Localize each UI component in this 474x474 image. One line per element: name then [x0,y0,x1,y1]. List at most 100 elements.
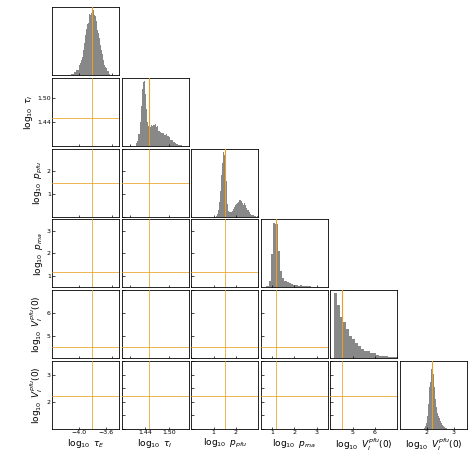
Bar [155,124,156,146]
Bar [180,145,182,146]
Bar [427,417,428,429]
Bar [96,21,97,75]
Bar [246,208,247,217]
Bar [77,70,79,75]
Bar [144,81,145,146]
Y-axis label: $\log_{10}\ \tau_I$: $\log_{10}\ \tau_I$ [22,94,36,130]
Bar [247,210,248,217]
Bar [289,283,291,287]
Bar [221,175,222,217]
Bar [439,418,440,429]
X-axis label: $\log_{10}\ V_I^{pfu}(0)$: $\log_{10}\ V_I^{pfu}(0)$ [405,437,462,453]
Y-axis label: $\log_{10}\ p_{rna}$: $\log_{10}\ p_{rna}$ [32,231,46,275]
Bar [425,426,426,429]
Bar [79,65,80,75]
Bar [80,63,81,75]
Bar [364,351,367,358]
Bar [445,428,446,429]
Bar [162,133,163,146]
Bar [142,89,143,146]
Bar [88,23,89,75]
Bar [252,216,253,217]
Bar [245,205,246,217]
Bar [149,128,150,146]
Bar [240,200,241,217]
Bar [437,413,438,429]
Bar [232,210,233,217]
Bar [150,127,151,146]
Bar [429,387,430,429]
Bar [103,60,104,75]
Bar [430,382,431,429]
Bar [217,216,218,217]
Bar [76,70,77,75]
Bar [244,203,245,217]
Bar [223,152,224,217]
Bar [147,122,148,146]
Bar [172,140,173,146]
Bar [435,399,436,429]
Y-axis label: $\log_{10}\ p_{pfu}$: $\log_{10}\ p_{pfu}$ [32,161,46,205]
Bar [146,109,147,146]
Bar [355,343,358,358]
Bar [227,193,228,217]
Bar [99,37,100,75]
Bar [291,284,293,287]
Bar [106,68,107,75]
Bar [83,44,85,75]
X-axis label: $\log_{10}\ p_{rna}$: $\log_{10}\ p_{rna}$ [272,437,317,450]
Bar [152,127,153,146]
Bar [286,282,289,287]
Bar [168,136,169,146]
Bar [102,54,103,75]
Bar [241,201,242,217]
Bar [145,93,146,146]
Bar [174,142,175,146]
Bar [367,351,370,358]
Bar [222,163,223,217]
Bar [220,191,221,217]
Bar [385,356,388,358]
Bar [253,215,254,217]
Bar [91,13,92,75]
Bar [382,356,385,358]
Bar [143,82,144,146]
Bar [179,145,180,146]
Bar [397,357,400,358]
Bar [85,35,86,75]
Bar [148,127,149,146]
Bar [93,10,94,75]
Bar [343,322,346,358]
X-axis label: $\log_{10}\ V_I^{pfu}(0)$: $\log_{10}\ V_I^{pfu}(0)$ [335,437,393,453]
Bar [358,346,361,358]
Bar [156,127,157,146]
Bar [178,145,179,146]
Bar [157,127,158,146]
Bar [154,125,155,146]
Bar [280,271,282,287]
X-axis label: $\log_{10}\ \tau_E$: $\log_{10}\ \tau_E$ [67,437,105,450]
Bar [352,339,355,358]
Bar [237,201,238,217]
Bar [269,281,271,287]
Bar [226,181,227,217]
Bar [111,74,112,75]
Bar [108,72,109,75]
Bar [90,15,91,75]
Bar [170,140,171,146]
Bar [248,210,249,217]
Bar [443,425,444,429]
Bar [304,286,307,287]
Bar [388,357,391,358]
Bar [370,353,373,358]
Bar [167,137,168,146]
Bar [95,17,96,75]
Bar [442,425,443,429]
Bar [275,225,278,287]
Bar [173,142,174,146]
Bar [137,141,138,146]
Bar [177,144,178,146]
Bar [431,369,432,429]
Bar [82,50,83,75]
Bar [98,33,99,75]
